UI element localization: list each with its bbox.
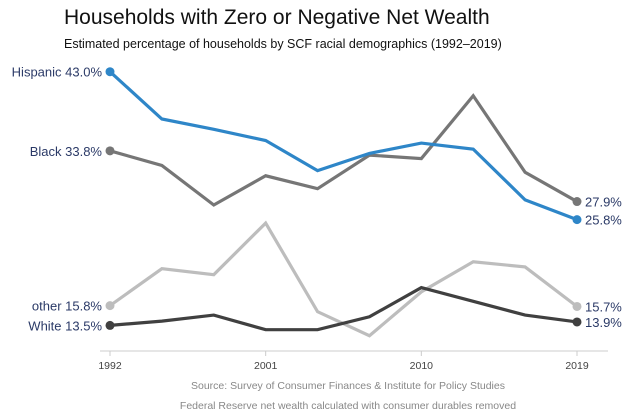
end-label-white: 13.9%	[585, 315, 622, 330]
data-point-hispanic	[572, 215, 582, 225]
footnote: Federal Reserve net wealth calculated wi…	[179, 400, 517, 412]
data-point-black	[105, 146, 115, 156]
series-line-black	[109, 93, 578, 207]
chart-title: Households with Zero or Negative Net Wea…	[64, 6, 490, 29]
data-point-other	[105, 301, 115, 311]
series-line-hispanic	[108, 70, 578, 222]
start-label-white: White 13.5%	[28, 318, 102, 333]
start-label-black: Black 33.8%	[30, 144, 103, 159]
data-point-white	[105, 320, 115, 330]
end-label-other: 15.7%	[585, 299, 622, 314]
end-label-black: 27.9%	[585, 195, 622, 210]
data-point-other	[572, 301, 582, 311]
start-label-other: other 15.8%	[32, 299, 103, 314]
x-tick-label: 2010	[410, 360, 434, 372]
series-line-white	[109, 285, 578, 332]
start-label-hispanic: Hispanic 43.0%	[12, 65, 103, 80]
chart-subtitle: Estimated percentage of households by SC…	[64, 37, 502, 51]
data-point-white	[572, 317, 582, 327]
x-tick-label: 1992	[98, 360, 122, 372]
x-tick-label: 2019	[565, 360, 589, 372]
end-label-hispanic: 25.8%	[585, 213, 622, 228]
data-point-hispanic	[105, 67, 115, 77]
source-note: Source: Survey of Consumer Finances & In…	[191, 380, 505, 392]
x-tick-label: 2001	[254, 360, 278, 372]
data-point-black	[572, 197, 582, 207]
